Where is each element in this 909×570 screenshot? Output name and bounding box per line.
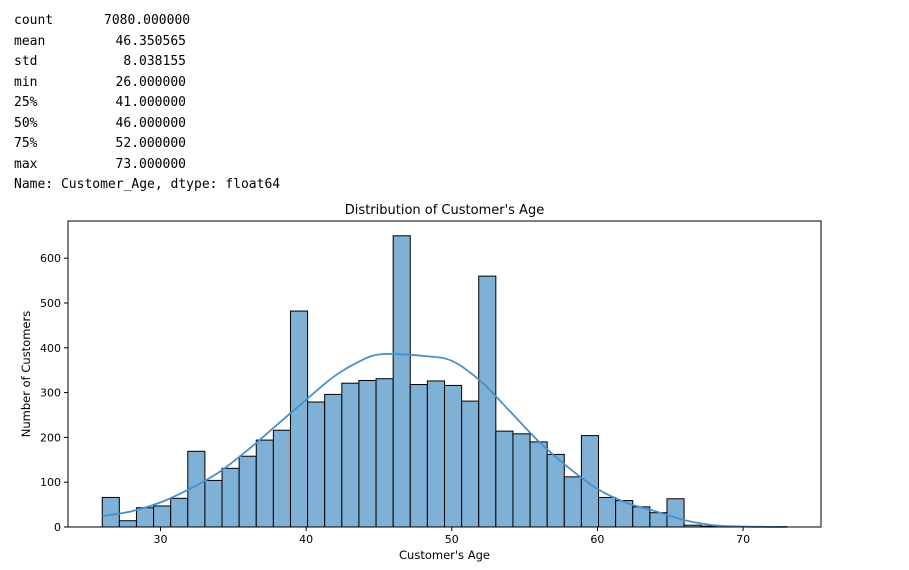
stat-key: mean: [14, 33, 46, 49]
x-tick-label: 30: [153, 533, 167, 546]
histogram-bar: [444, 384, 463, 528]
y-tick-label: 600: [40, 252, 61, 265]
histogram-bar: [307, 401, 326, 528]
histogram-bar: [153, 505, 172, 528]
histogram-bar: [118, 520, 137, 528]
y-tick-label: 200: [40, 431, 61, 444]
stat-key: 50%: [14, 115, 38, 131]
histogram-bar: [426, 380, 445, 528]
histogram-bar: [529, 441, 548, 528]
histogram-bar: [341, 382, 360, 528]
stat-row: 75% 52.000000: [14, 134, 280, 155]
series-footer: Name: Customer_Age, dtype: float64: [14, 177, 281, 192]
plot-frame: [67, 220, 822, 528]
x-tick-label: 70: [736, 533, 750, 546]
histogram-bar: [598, 496, 617, 528]
stat-row: max 73.000000: [14, 155, 280, 176]
y-tick-label: 0: [54, 521, 61, 534]
histogram-bar: [478, 275, 497, 528]
stat-value: 7080.000000: [104, 13, 191, 28]
histogram-bar: [238, 455, 257, 528]
stat-key: count: [14, 13, 54, 28]
histogram-bar: [358, 379, 377, 528]
stat-row: 50% 46.000000: [14, 114, 280, 135]
stat-value: 46.000000: [115, 115, 186, 131]
y-tick-label: 100: [40, 476, 61, 489]
histogram-bar: [512, 433, 531, 528]
histogram-bar: [546, 453, 565, 528]
stat-value: 52.000000: [115, 136, 186, 151]
stat-value: 73.000000: [115, 156, 186, 172]
stat-value: 46.350565: [115, 33, 186, 49]
histogram-bar: [221, 467, 240, 528]
histogram-bar: [255, 439, 274, 528]
stat-row: 25% 41.000000: [14, 93, 280, 114]
stat-key: max: [14, 156, 38, 172]
histogram-bar: [272, 429, 291, 528]
stat-row: count 7080.000000: [14, 11, 280, 32]
x-tick-label: 40: [299, 533, 313, 546]
histogram-bar: [495, 430, 514, 528]
histogram-bar: [375, 378, 394, 528]
histogram-bar: [324, 393, 343, 528]
stat-value: 8.038155: [123, 54, 186, 69]
y-tick-label: 500: [40, 297, 61, 310]
histogram-bar: [101, 496, 120, 528]
stat-key: 25%: [14, 95, 38, 110]
stat-key: std: [14, 54, 38, 69]
stat-key: min: [14, 74, 38, 90]
y-axis-label: Number of Customers: [19, 311, 33, 437]
chart-title: Distribution of Customer's Age: [345, 203, 544, 218]
stat-value: 41.000000: [115, 95, 186, 110]
stat-key: 75%: [14, 136, 38, 151]
histogram-bar: [461, 400, 480, 528]
histogram-bar: [409, 384, 428, 528]
y-tick-label: 400: [40, 342, 61, 355]
stat-row: min 26.000000: [14, 73, 280, 94]
histogram-bar: [666, 498, 685, 528]
stat-row: mean 46.350565: [14, 32, 280, 53]
histogram-bar: [289, 310, 309, 528]
x-axis-label: Customer's Age: [399, 548, 490, 562]
kde-curve: [102, 352, 787, 528]
histogram-bar: [135, 507, 155, 528]
describe-output: count 7080.000000 mean 46.350565 std 8.038155…: [14, 11, 280, 196]
histogram-bar: [204, 479, 223, 528]
histogram-bar: [580, 435, 600, 528]
stat-value: 26.000000: [115, 74, 186, 90]
histogram-bar: [563, 476, 582, 528]
stat-row: std 8.038155: [14, 52, 280, 73]
x-tick-label: 60: [590, 533, 604, 546]
histogram-bar: [392, 235, 411, 528]
x-tick-label: 50: [445, 533, 459, 546]
y-tick-label: 300: [40, 387, 61, 400]
histogram-bar: [170, 497, 189, 528]
